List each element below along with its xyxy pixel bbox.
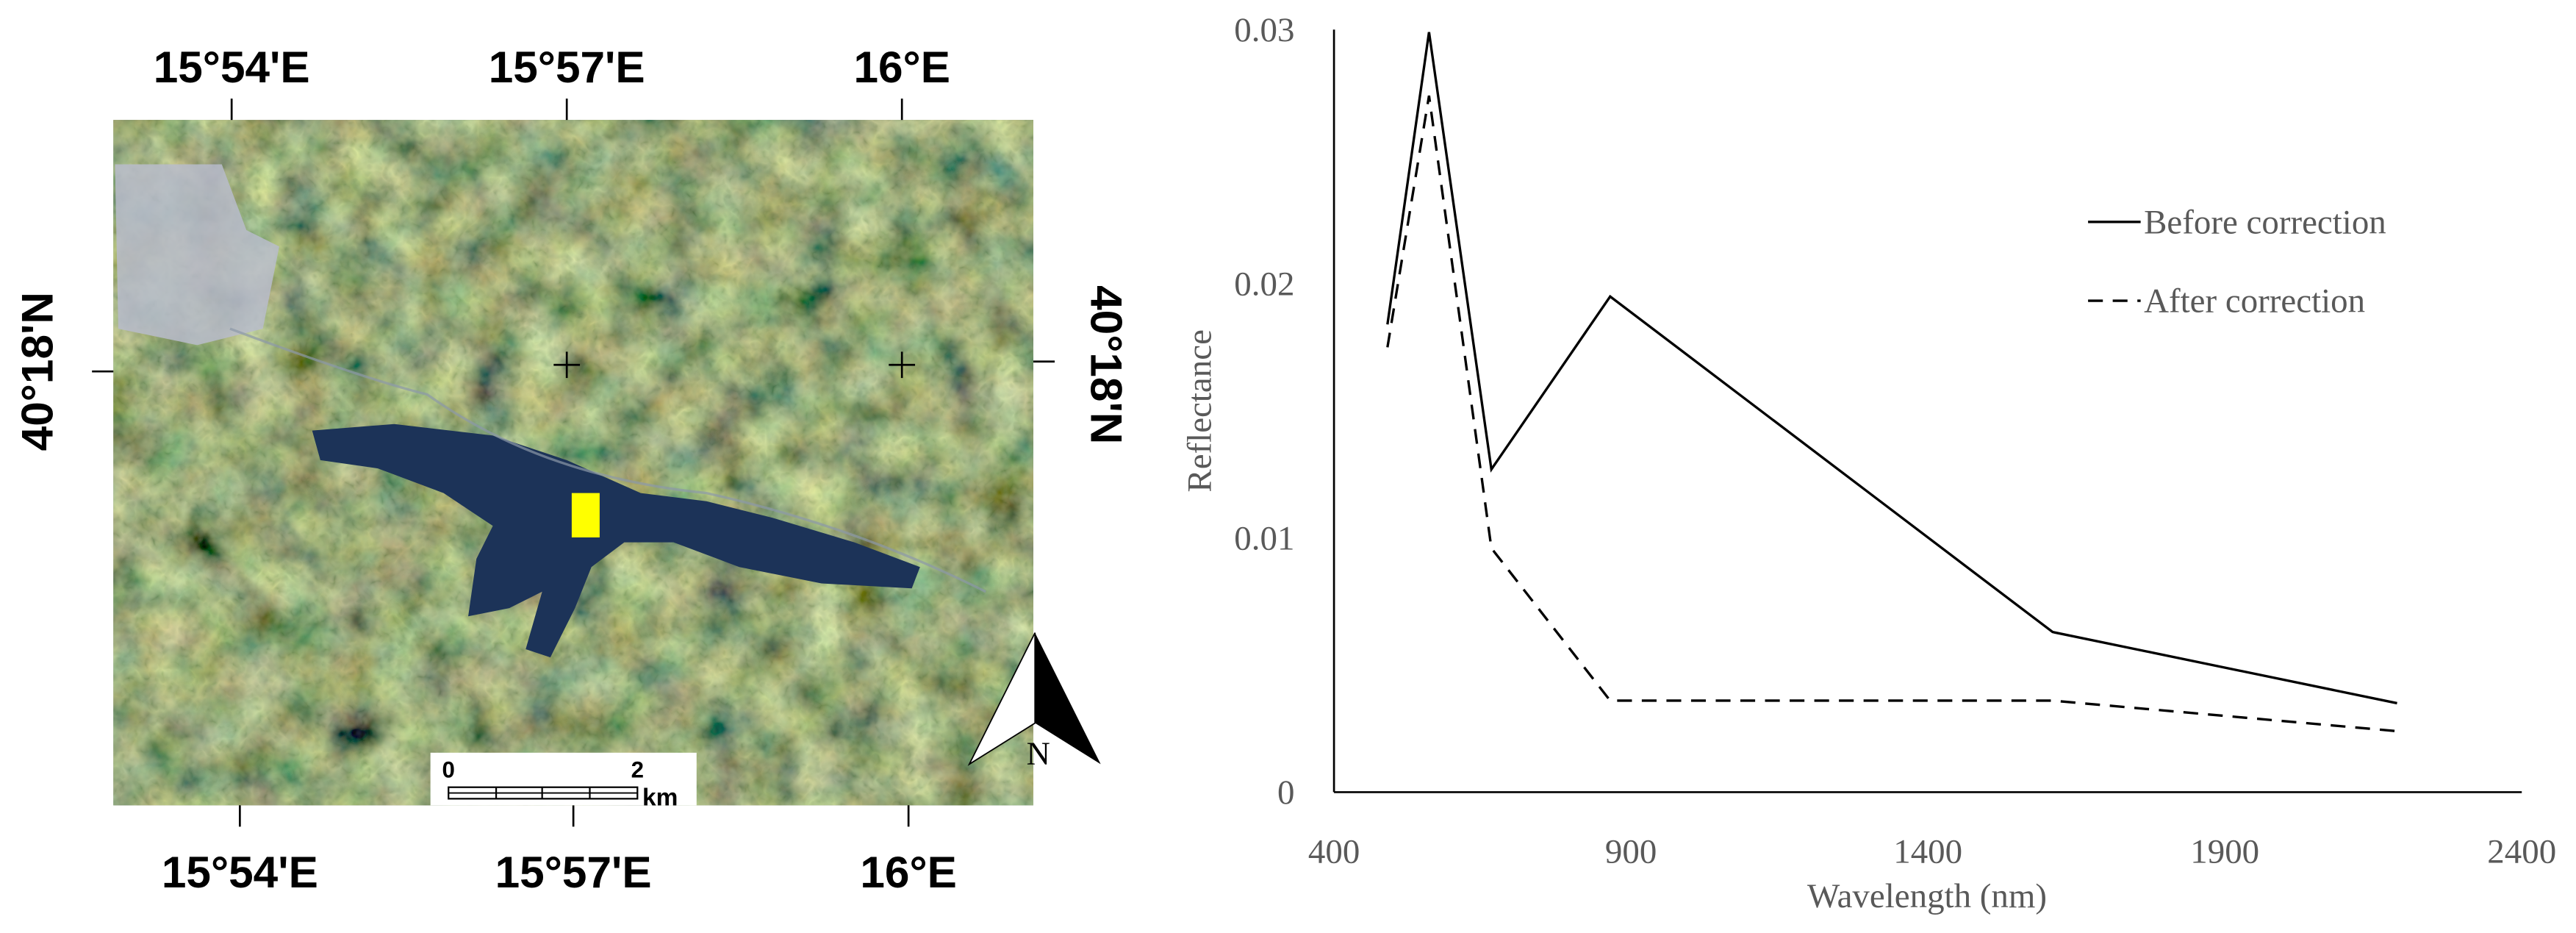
x-axis-title: Wavelength (nm) xyxy=(1807,877,2047,915)
series-line xyxy=(1386,32,2397,705)
latitude-label: 40°18'N xyxy=(1081,285,1131,444)
legend-label: Before correction xyxy=(2144,203,2386,241)
graticule xyxy=(92,99,1055,827)
x-tick-label: 1400 xyxy=(1893,833,1962,871)
y-tick-label: 0.02 xyxy=(1234,265,1294,304)
north-label: N xyxy=(1027,734,1050,771)
satellite-image xyxy=(113,120,1034,806)
longitude-label: 15°54'E xyxy=(154,42,310,92)
y-tick-label: 0.03 xyxy=(1234,11,1294,49)
legend-label: After correction xyxy=(2144,282,2365,321)
x-tick-label: 1900 xyxy=(2190,833,2259,871)
y-axis-title: Reflectance xyxy=(1180,329,1219,493)
x-tick-label: 400 xyxy=(1308,833,1360,871)
y-tick-label: 0 xyxy=(1277,773,1294,812)
longitude-label: 15°57'E xyxy=(495,847,652,897)
longitude-label: 16°E xyxy=(860,847,957,897)
series-line xyxy=(1386,95,2397,733)
scale-label: 2 xyxy=(631,757,644,782)
x-tick-label: 2400 xyxy=(2487,833,2556,871)
latitude-label: 40°18'N xyxy=(12,292,62,451)
y-tick-label: 0.01 xyxy=(1234,519,1294,557)
scale-bar xyxy=(430,752,697,806)
scale-label: 0 xyxy=(442,757,455,782)
longitude-label: 16°E xyxy=(853,42,950,92)
longitude-label: 15°54'E xyxy=(162,847,318,897)
x-tick-label: 900 xyxy=(1605,833,1657,871)
longitude-label: 15°57'E xyxy=(489,42,645,92)
scale-unit: km xyxy=(642,784,678,811)
